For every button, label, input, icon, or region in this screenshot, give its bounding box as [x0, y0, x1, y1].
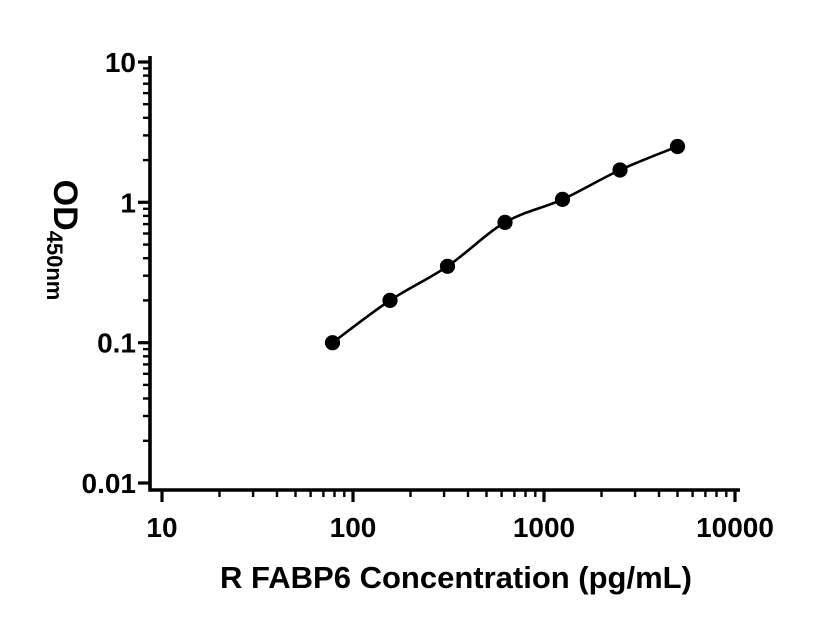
y-axis-tick-labels: 0.01 0.1 1 10	[82, 47, 137, 499]
x-axis-title: R FABP6 Concentration (pg/mL)	[220, 560, 692, 595]
x-tick-label: 1000	[513, 512, 575, 543]
y-axis-title: OD450nm	[42, 180, 84, 301]
x-axis-tick-labels: 10 100 1000 10000	[146, 512, 774, 543]
axis-lines	[148, 56, 740, 492]
y-axis-title-main: OD	[46, 180, 84, 231]
y-tick-label: 0.01	[82, 468, 137, 499]
y-tick-label: 1	[120, 187, 136, 218]
minor-ticks	[143, 67, 728, 497]
y-tick-label: 10	[105, 47, 136, 78]
standard-curve-line	[331, 145, 679, 344]
data-point	[554, 191, 571, 207]
data-point	[497, 214, 513, 230]
data-point	[669, 138, 686, 155]
x-tick-label: 10	[146, 512, 177, 543]
data-point	[382, 292, 398, 308]
y-axis-title-subscript: 450nm	[42, 231, 67, 301]
x-tick-label: 10000	[696, 512, 774, 543]
data-point	[439, 258, 456, 274]
data-point	[612, 162, 628, 178]
data-point	[324, 335, 341, 351]
major-ticks	[138, 60, 737, 502]
y-tick-label: 0.1	[97, 328, 136, 359]
x-tick-label: 100	[330, 512, 377, 543]
data-points	[324, 138, 686, 351]
